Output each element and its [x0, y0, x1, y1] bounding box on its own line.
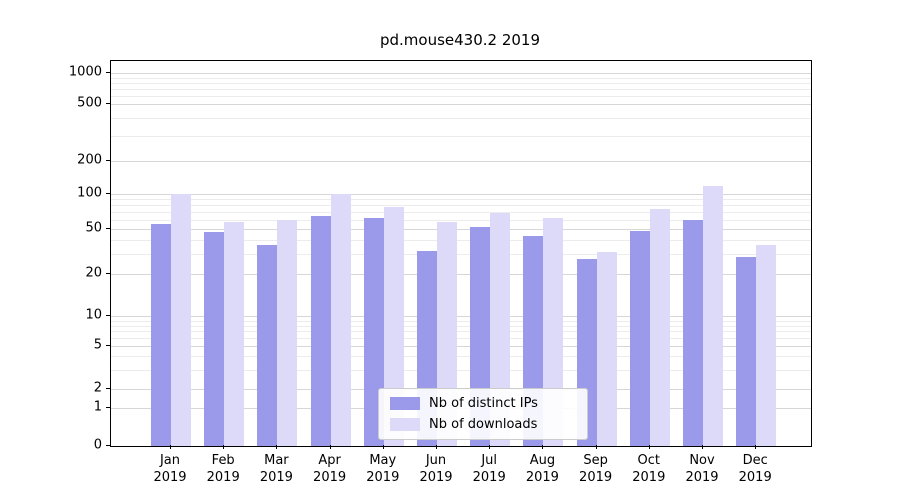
x-tick-mark — [170, 445, 171, 449]
y-tick-label: 1000 — [68, 64, 102, 80]
legend-label-distinct-ips: Nb of distinct IPs — [429, 396, 538, 411]
gridline-major — [111, 346, 811, 347]
y-tick-mark — [106, 407, 110, 408]
bar-nb-of-distinct-ips-oct — [629, 231, 650, 446]
x-tick-mark — [542, 445, 544, 449]
y-tick-label: 50 — [85, 220, 102, 236]
gridline-minor — [111, 199, 811, 201]
gridline-major — [111, 229, 811, 230]
x-tick-mark — [382, 445, 384, 449]
gridline-minor — [111, 254, 811, 256]
x-tick-mark — [329, 445, 331, 449]
x-tick-label: Aug 2019 — [525, 453, 559, 485]
gridline-minor — [111, 325, 811, 327]
plot-area — [110, 60, 812, 447]
gridline-minor — [111, 369, 811, 371]
x-tick-mark — [436, 445, 437, 449]
x-tick-mark — [755, 445, 757, 449]
bar-nb-of-distinct-ips-apr — [310, 215, 331, 446]
x-tick-label: Feb 2019 — [206, 453, 240, 485]
gridline-major — [111, 194, 811, 195]
y-tick-label: 5 — [93, 337, 102, 353]
gridline-minor — [111, 219, 811, 221]
x-tick-label: Nov 2019 — [685, 453, 719, 485]
y-tick-label: 500 — [77, 95, 102, 111]
x-tick-mark — [595, 445, 597, 449]
x-tick-label: Jun 2019 — [419, 453, 453, 485]
legend-item-distinct-ips: Nb of distinct IPs — [390, 396, 576, 411]
gridline-minor — [111, 356, 811, 358]
gridline-minor — [111, 239, 811, 241]
gridline-minor — [111, 88, 811, 90]
bar-nb-of-distinct-ips-mar — [257, 245, 278, 446]
bar-nb-of-downloads-jan — [171, 194, 191, 446]
gridline-minor — [111, 117, 811, 119]
x-tick-mark — [648, 445, 650, 449]
y-tick-label: 2 — [93, 380, 102, 396]
gridline-major — [111, 274, 811, 275]
x-tick-label: Sep 2019 — [579, 453, 613, 485]
y-tick-label: 20 — [85, 265, 102, 281]
gridline-minor — [111, 338, 811, 340]
gridline-minor — [111, 320, 811, 322]
x-tick-label: Jul 2019 — [472, 453, 506, 485]
y-tick-mark — [106, 72, 110, 73]
y-tick-mark — [106, 388, 110, 389]
gridline-major — [111, 73, 811, 74]
bar-nb-of-distinct-ips-jan — [151, 224, 171, 446]
x-tick-mark — [702, 445, 703, 449]
gridline-minor — [111, 212, 811, 213]
gridline-minor — [111, 331, 811, 333]
y-tick-label: 10 — [85, 307, 102, 323]
x-tick-label: Mar 2019 — [259, 453, 293, 485]
x-tick-label: Dec 2019 — [738, 453, 772, 485]
bar-nb-of-downloads-oct — [649, 208, 670, 446]
y-tick-mark — [106, 315, 110, 316]
y-tick-label: 0 — [93, 437, 102, 453]
y-tick-mark — [106, 273, 110, 274]
bar-nb-of-downloads-nov — [703, 186, 723, 446]
y-tick-label: 1 — [93, 399, 102, 415]
bar-nb-of-distinct-ips-nov — [683, 219, 703, 446]
gridline-major — [111, 104, 811, 105]
gridline-minor — [111, 82, 811, 84]
y-tick-mark — [106, 445, 110, 446]
gridline-minor — [111, 77, 811, 79]
legend-swatch-downloads-icon — [390, 418, 420, 431]
y-tick-label: 200 — [77, 152, 102, 168]
x-tick-mark — [276, 445, 278, 449]
bar-nb-of-downloads-apr — [330, 194, 351, 446]
bar-nb-of-downloads-dec — [756, 245, 777, 446]
x-tick-label: May 2019 — [366, 453, 400, 485]
bar-nb-of-downloads-mar — [277, 219, 298, 446]
x-tick-mark — [223, 445, 225, 449]
gridline-minor — [111, 135, 811, 137]
bar-nb-of-downloads-may — [383, 206, 404, 446]
x-tick-mark — [489, 445, 491, 449]
y-tick-mark — [106, 160, 110, 161]
bar-nb-of-distinct-ips-dec — [736, 257, 757, 446]
y-tick-mark — [106, 345, 110, 346]
y-tick-mark — [106, 193, 110, 194]
legend-label-downloads: Nb of downloads — [429, 417, 538, 432]
chart-title: pd.mouse430.2 2019 — [379, 31, 541, 49]
legend-item-downloads: Nb of downloads — [390, 417, 576, 432]
gridline-minor — [111, 95, 811, 97]
x-tick-label: Apr 2019 — [313, 453, 347, 485]
legend: Nb of distinct IPs Nb of downloads — [378, 388, 588, 440]
y-tick-label: 100 — [77, 185, 102, 201]
y-tick-mark — [106, 228, 110, 229]
gridline-minor — [111, 205, 811, 207]
y-tick-mark — [106, 103, 110, 104]
x-tick-label: Jan 2019 — [153, 453, 187, 485]
bar-nb-of-downloads-sep — [596, 252, 617, 446]
gridline-major — [111, 316, 811, 317]
x-tick-label: Oct 2019 — [632, 453, 666, 485]
gridline-major — [111, 161, 811, 162]
bar-nb-of-downloads-feb — [224, 222, 245, 446]
legend-swatch-distinct-ips-icon — [390, 397, 420, 410]
bar-nb-of-downloads-jul — [490, 213, 511, 446]
bar-nb-of-distinct-ips-feb — [204, 232, 225, 446]
